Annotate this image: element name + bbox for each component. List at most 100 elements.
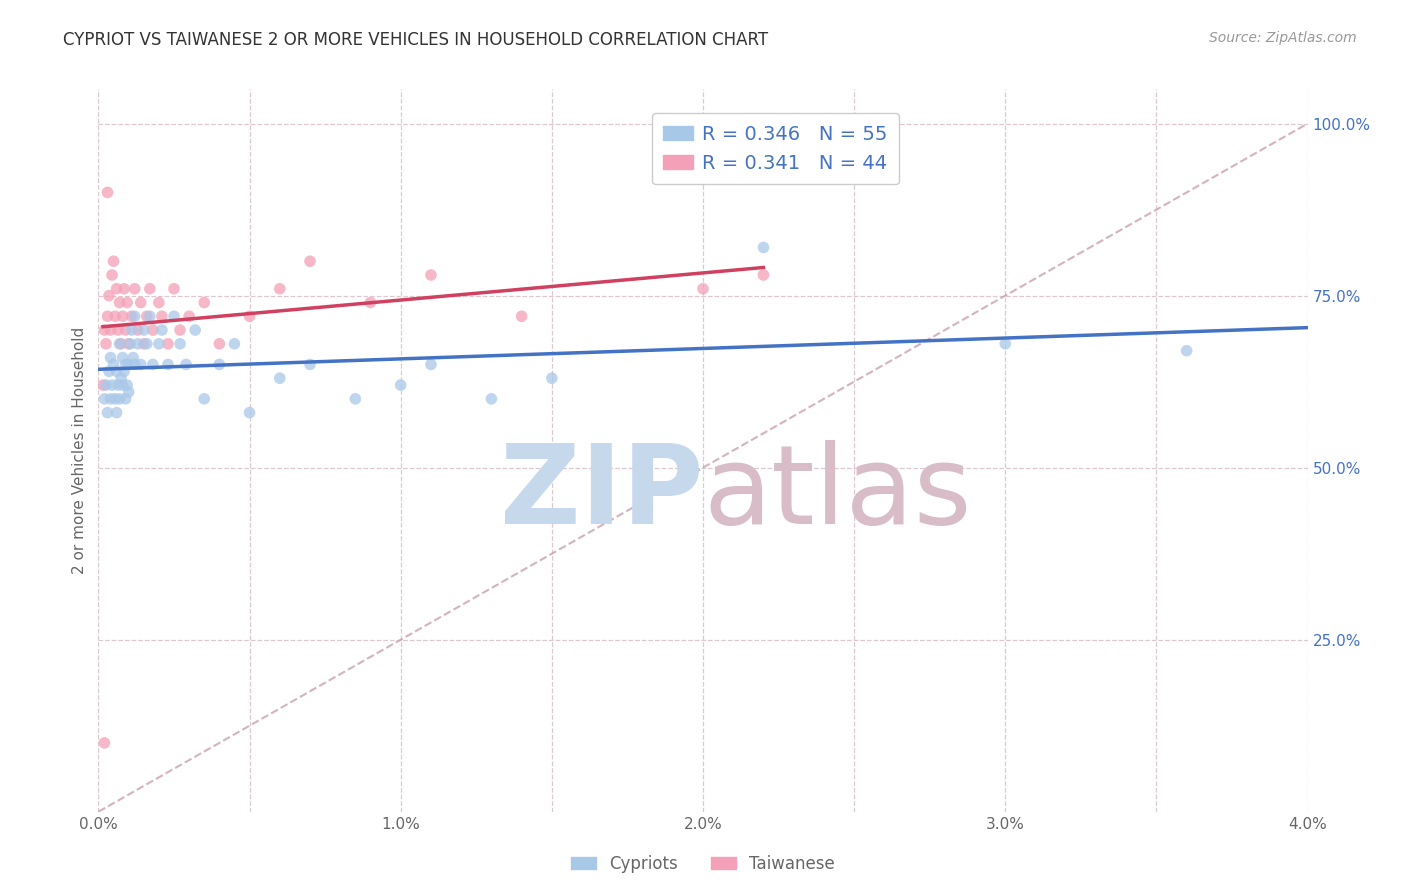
Point [122,351,145,365]
Point [112,282,135,296]
Point [224,336,246,351]
Point [132,336,155,351]
Point [118,384,141,399]
Point [118,336,141,351]
Point [420,268,443,282]
Point [1175,343,1198,358]
Point [121,310,143,324]
Point [184,323,207,337]
Point [148,295,170,310]
Point [101,378,124,392]
Point [193,392,215,406]
Point [129,358,152,372]
Point [111,351,134,365]
Point [208,336,231,351]
Text: Source: ZipAtlas.com: Source: ZipAtlas.com [1209,31,1357,45]
Point [107,323,129,337]
Point [105,282,128,296]
Point [103,254,125,268]
Point [299,358,322,372]
Point [142,323,165,337]
Point [91,378,114,392]
Point [169,323,191,337]
Point [111,310,134,324]
Point [121,323,143,337]
Point [115,378,138,392]
Point [124,310,146,324]
Point [96,406,118,420]
Point [115,295,138,310]
Point [93,323,115,337]
Point [108,392,131,406]
Point [96,310,118,324]
Legend: R = 0.346   N = 55, R = 0.341   N = 44: R = 0.346 N = 55, R = 0.341 N = 44 [652,113,900,185]
Point [156,336,179,351]
Point [208,358,231,372]
Point [148,336,170,351]
Point [94,336,117,351]
Text: ZIP: ZIP [499,441,703,548]
Point [129,295,152,310]
Point [150,310,173,324]
Point [112,364,135,378]
Point [98,288,121,302]
Point [193,295,215,310]
Point [100,392,122,406]
Point [101,268,124,282]
Point [150,323,173,337]
Point [179,310,201,324]
Point [110,371,132,385]
Text: atlas: atlas [703,441,972,548]
Point [98,364,121,378]
Point [142,358,165,372]
Point [127,336,149,351]
Point [105,406,128,420]
Point [104,310,127,324]
Y-axis label: 2 or more Vehicles in Household: 2 or more Vehicles in Household [72,326,87,574]
Point [239,310,262,324]
Point [299,254,322,268]
Point [174,358,197,372]
Point [103,358,125,372]
Point [100,351,122,365]
Point [96,186,118,200]
Point [107,378,129,392]
Point [269,282,291,296]
Point [111,378,134,392]
Point [104,392,127,406]
Point [94,378,117,392]
Point [108,336,131,351]
Point [692,282,714,296]
Point [169,336,191,351]
Point [118,358,141,372]
Point [389,378,412,392]
Point [114,392,136,406]
Point [120,336,142,351]
Text: CYPRIOT VS TAIWANESE 2 OR MORE VEHICLES IN HOUSEHOLD CORRELATION CHART: CYPRIOT VS TAIWANESE 2 OR MORE VEHICLES … [63,31,769,49]
Point [135,310,157,324]
Point [994,336,1017,351]
Point [420,358,443,372]
Point [93,392,115,406]
Point [139,282,162,296]
Legend: Cypriots, Taiwanese: Cypriots, Taiwanese [564,848,842,880]
Point [100,323,122,337]
Point [93,736,115,750]
Point [114,323,136,337]
Point [132,323,155,337]
Point [139,310,162,324]
Point [108,295,131,310]
Point [269,371,291,385]
Point [163,310,186,324]
Point [105,364,128,378]
Point [156,358,179,372]
Point [110,336,132,351]
Point [481,392,503,406]
Point [163,282,186,296]
Point [360,295,382,310]
Point [752,240,775,254]
Point [239,406,262,420]
Point [135,336,157,351]
Point [344,392,367,406]
Point [127,323,149,337]
